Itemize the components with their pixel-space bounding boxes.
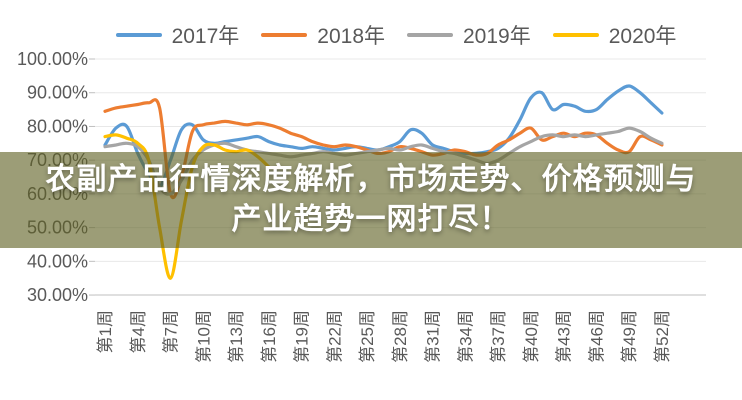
legend-label: 2017年 [171, 25, 240, 48]
x-axis-tick-label: 第52周 [653, 310, 672, 363]
y-axis-tick-label: 80.00% [27, 116, 88, 136]
title-overlay-banner: 农副产品行情深度解析，市场走势、价格预测与 产业趋势一网打尽！ [0, 152, 742, 248]
x-axis-tick-label: 第16周 [260, 310, 279, 363]
x-axis-tick-label: 第40周 [522, 310, 541, 363]
legend-line-swatch [407, 33, 453, 37]
legend-line-swatch [115, 33, 162, 37]
x-axis-tick-label: 第37周 [489, 310, 508, 363]
x-axis-tick-label: 第31周 [424, 310, 443, 363]
legend-label: 2018年 [317, 25, 385, 48]
x-axis-tick-label: 第7周 [162, 310, 181, 353]
x-axis-tick-label: 第22周 [325, 310, 344, 363]
legend-line-swatch [552, 33, 599, 37]
legend-item-2018年: 2018年 [261, 20, 385, 50]
y-axis-tick-label: 90.00% [27, 83, 88, 103]
y-axis-tick-label: 40.00% [27, 251, 88, 271]
legend-item-2019年: 2019年 [407, 20, 531, 50]
x-axis-tick-label: 第4周 [129, 310, 148, 353]
overlay-title-line2: 产业趋势一网打尽！ [231, 203, 511, 236]
x-axis-tick-label: 第13周 [227, 310, 246, 363]
legend-label: 2020年 [608, 25, 677, 48]
x-axis-tick-label: 第28周 [391, 310, 410, 363]
legend-label: 2019年 [463, 25, 531, 48]
legend-line-swatch [261, 33, 308, 37]
x-axis-tick-label: 第46周 [587, 310, 606, 363]
x-axis-tick-label: 第19周 [293, 310, 312, 363]
x-axis-tick-label: 第1周 [96, 310, 115, 353]
legend-item-2017年: 2017年 [115, 20, 240, 50]
x-axis-tick-label: 第25周 [358, 310, 377, 363]
y-axis-tick-label: 100.00% [17, 49, 88, 69]
legend-item-2020年: 2020年 [552, 20, 677, 50]
y-axis-tick-label: 30.00% [27, 285, 88, 305]
x-axis-tick-label: 第34周 [456, 310, 475, 363]
overlay-title-line1: 农副产品行情深度解析，市场走势、价格预测与 [45, 163, 697, 196]
x-axis-tick-label: 第10周 [194, 310, 213, 363]
x-axis-tick-label: 第49周 [620, 310, 639, 363]
x-axis-tick-label: 第43周 [555, 310, 574, 363]
chart-legend: 2017年 2018年 2019年 2020年 [55, 22, 737, 48]
